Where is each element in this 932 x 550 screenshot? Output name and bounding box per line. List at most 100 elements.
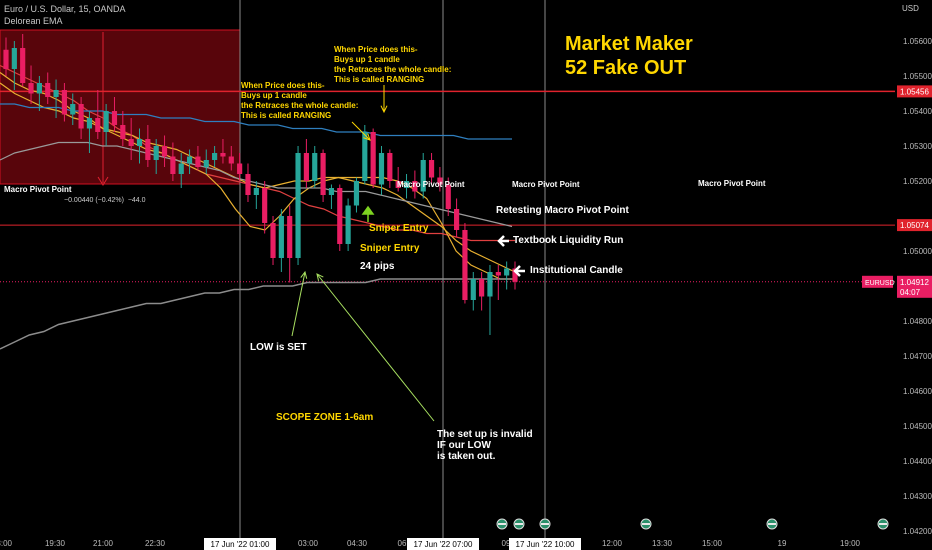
ranging-arrow-left — [351, 121, 371, 141]
event-flag-band — [768, 523, 776, 525]
candle[interactable] — [170, 142, 176, 182]
candle[interactable] — [195, 146, 201, 171]
candle[interactable] — [212, 146, 218, 167]
candle-body — [70, 104, 76, 115]
candle-body — [178, 163, 184, 174]
candle[interactable] — [120, 111, 126, 146]
candle[interactable] — [337, 184, 343, 252]
candle-body — [145, 139, 151, 160]
candle[interactable] — [378, 146, 385, 195]
x-tick-label: 06 — [398, 539, 407, 548]
candle[interactable] — [462, 223, 468, 304]
candle[interactable] — [479, 272, 485, 311]
economic-event-icon[interactable] — [640, 518, 652, 530]
candle-body — [362, 132, 368, 181]
candle[interactable] — [437, 167, 443, 192]
zone-arrow-head — [97, 176, 109, 186]
economic-event-icon[interactable] — [877, 518, 889, 530]
candle[interactable] — [245, 163, 251, 203]
x-tick-label: 15:00 — [702, 539, 723, 548]
candle[interactable] — [270, 216, 276, 265]
candle-body — [120, 125, 126, 139]
candle[interactable] — [70, 93, 76, 126]
candle[interactable] — [495, 265, 501, 300]
candle[interactable] — [3, 37, 9, 77]
candle[interactable] — [28, 65, 34, 105]
candle-body — [245, 174, 251, 195]
candle[interactable] — [145, 125, 151, 167]
candle[interactable] — [203, 149, 209, 175]
candle[interactable] — [387, 149, 393, 189]
economic-event-icon[interactable] — [513, 518, 525, 530]
candle-body — [495, 272, 501, 276]
candle[interactable] — [303, 139, 309, 188]
y-tick-label: 1.04600 — [903, 387, 932, 396]
candle[interactable] — [103, 104, 109, 146]
candle[interactable] — [220, 139, 226, 164]
candle-body — [437, 177, 443, 185]
candle-body — [445, 184, 451, 209]
candle[interactable] — [454, 198, 460, 238]
candle[interactable] — [470, 272, 476, 311]
candle[interactable] — [36, 76, 42, 111]
candle-body — [212, 153, 218, 160]
candle[interactable] — [61, 83, 67, 122]
candle[interactable] — [136, 128, 143, 164]
candle[interactable] — [262, 181, 268, 234]
candle[interactable] — [370, 128, 376, 189]
candle-body — [312, 153, 318, 181]
candle[interactable] — [278, 209, 284, 272]
ema-line-4 — [0, 103, 512, 140]
institutional-candle-label: Institutional Candle — [530, 265, 623, 276]
candle[interactable] — [86, 111, 93, 153]
candle[interactable] — [45, 72, 51, 105]
low-set-arrow — [291, 271, 306, 337]
y-tick-label: 1.05600 — [903, 37, 932, 46]
candle[interactable] — [153, 139, 159, 174]
candle[interactable] — [487, 265, 493, 335]
candle[interactable] — [237, 153, 243, 181]
candle[interactable] — [287, 205, 293, 283]
candle[interactable] — [312, 146, 318, 188]
candle[interactable] — [353, 177, 360, 213]
candle[interactable] — [504, 261, 510, 290]
candle[interactable] — [253, 181, 259, 209]
candle[interactable] — [362, 125, 368, 185]
economic-event-icon[interactable] — [539, 518, 551, 530]
candle[interactable] — [395, 167, 401, 192]
candle[interactable] — [161, 135, 168, 168]
candle[interactable] — [11, 41, 17, 90]
candle[interactable] — [328, 184, 335, 210]
candle[interactable] — [178, 153, 184, 188]
economic-event-icon[interactable] — [766, 518, 778, 530]
candle-body — [378, 153, 385, 185]
sniper-entry-label-1: Sniper Entry — [369, 223, 429, 234]
candle[interactable] — [95, 90, 101, 139]
candle[interactable] — [53, 79, 59, 119]
candle[interactable] — [111, 97, 118, 132]
y-tick-label: 1.04300 — [903, 492, 932, 501]
candle-body — [86, 118, 93, 129]
candle[interactable] — [128, 118, 134, 160]
candle[interactable] — [320, 149, 326, 203]
candle[interactable] — [445, 177, 451, 217]
y-tick-label: 1.04200 — [903, 527, 932, 536]
economic-event-icon[interactable] — [496, 518, 508, 530]
price-tag-bg — [897, 219, 932, 232]
date-marker-bg — [509, 538, 581, 550]
candle-body — [220, 153, 226, 157]
candle[interactable] — [78, 97, 84, 139]
candle[interactable] — [345, 198, 351, 252]
candle[interactable] — [20, 34, 26, 87]
candle[interactable] — [428, 153, 435, 185]
candle-body — [103, 111, 109, 132]
candle[interactable] — [228, 146, 234, 171]
candle-body — [287, 216, 293, 258]
candle[interactable] — [412, 170, 418, 199]
candle[interactable] — [186, 149, 193, 175]
candle[interactable] — [295, 146, 301, 265]
candle[interactable] — [420, 153, 426, 199]
candle[interactable] — [403, 174, 410, 199]
candle[interactable] — [512, 261, 518, 290]
